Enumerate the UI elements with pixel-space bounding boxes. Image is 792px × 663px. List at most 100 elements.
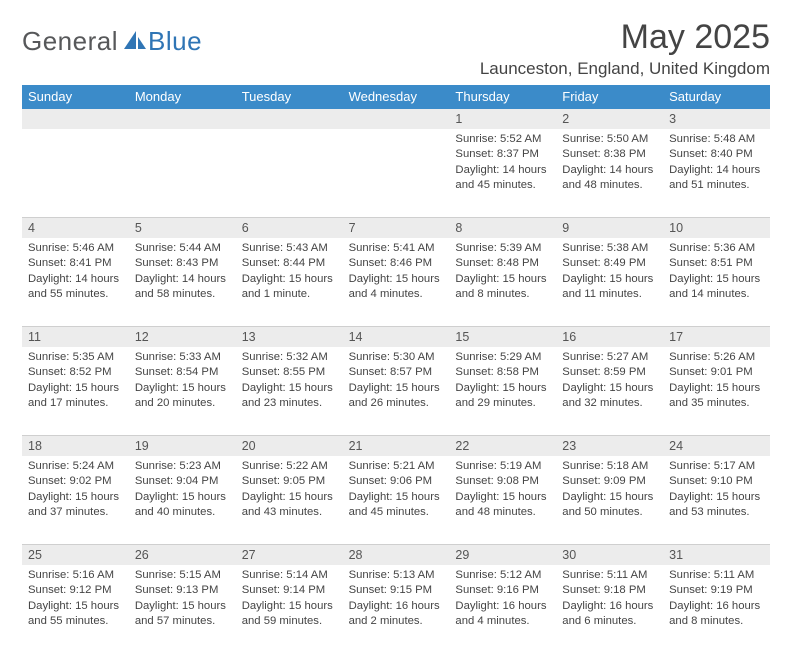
day-cell: Sunrise: 5:52 AMSunset: 8:37 PMDaylight:…	[449, 129, 556, 217]
sunset-text: Sunset: 8:54 PM	[135, 365, 232, 380]
day-number: 28	[343, 545, 450, 565]
location-subtitle: Launceston, England, United Kingdom	[480, 59, 770, 79]
dow-thursday: Thursday	[449, 85, 556, 109]
day-number: 7	[343, 218, 450, 238]
daylight-text-1: Daylight: 15 hours	[349, 272, 446, 287]
sunrise-text: Sunrise: 5:14 AM	[242, 568, 339, 583]
calendar-grid: 123Sunrise: 5:52 AMSunset: 8:37 PMDaylig…	[22, 109, 770, 653]
daylight-text-1: Daylight: 14 hours	[455, 163, 552, 178]
day-cell: Sunrise: 5:43 AMSunset: 8:44 PMDaylight:…	[236, 238, 343, 326]
day-number: 11	[22, 327, 129, 347]
day-number: 27	[236, 545, 343, 565]
daylight-text-1: Daylight: 14 hours	[28, 272, 125, 287]
sunset-text: Sunset: 8:51 PM	[669, 256, 766, 271]
daylight-text-2: and 35 minutes.	[669, 396, 766, 411]
sunrise-text: Sunrise: 5:27 AM	[562, 350, 659, 365]
daylight-text-1: Daylight: 15 hours	[455, 490, 552, 505]
daylight-text-1: Daylight: 15 hours	[242, 599, 339, 614]
daylight-text-2: and 59 minutes.	[242, 614, 339, 629]
sunset-text: Sunset: 9:15 PM	[349, 583, 446, 598]
week-row: Sunrise: 5:24 AMSunset: 9:02 PMDaylight:…	[22, 456, 770, 544]
daylight-text-1: Daylight: 15 hours	[562, 272, 659, 287]
daylight-text-2: and 2 minutes.	[349, 614, 446, 629]
day-number: 14	[343, 327, 450, 347]
sunset-text: Sunset: 9:18 PM	[562, 583, 659, 598]
day-cell: Sunrise: 5:32 AMSunset: 8:55 PMDaylight:…	[236, 347, 343, 435]
week-daynum-row: 123	[22, 109, 770, 129]
daylight-text-1: Daylight: 15 hours	[28, 381, 125, 396]
sunset-text: Sunset: 9:04 PM	[135, 474, 232, 489]
daylight-text-1: Daylight: 15 hours	[562, 490, 659, 505]
day-cell: Sunrise: 5:46 AMSunset: 8:41 PMDaylight:…	[22, 238, 129, 326]
day-cell: Sunrise: 5:11 AMSunset: 9:18 PMDaylight:…	[556, 565, 663, 653]
sunset-text: Sunset: 8:55 PM	[242, 365, 339, 380]
day-cell: Sunrise: 5:38 AMSunset: 8:49 PMDaylight:…	[556, 238, 663, 326]
sunset-text: Sunset: 9:13 PM	[135, 583, 232, 598]
week-row: Sunrise: 5:35 AMSunset: 8:52 PMDaylight:…	[22, 347, 770, 435]
daylight-text-1: Daylight: 16 hours	[669, 599, 766, 614]
sunset-text: Sunset: 8:41 PM	[28, 256, 125, 271]
daylight-text-1: Daylight: 14 hours	[135, 272, 232, 287]
sunrise-text: Sunrise: 5:50 AM	[562, 132, 659, 147]
daylight-text-1: Daylight: 15 hours	[242, 272, 339, 287]
day-number: 20	[236, 436, 343, 456]
daylight-text-1: Daylight: 15 hours	[135, 490, 232, 505]
sunset-text: Sunset: 9:09 PM	[562, 474, 659, 489]
daylight-text-1: Daylight: 15 hours	[242, 490, 339, 505]
day-number	[343, 109, 450, 129]
sunrise-text: Sunrise: 5:23 AM	[135, 459, 232, 474]
sunrise-text: Sunrise: 5:21 AM	[349, 459, 446, 474]
sunrise-text: Sunrise: 5:26 AM	[669, 350, 766, 365]
daylight-text-2: and 55 minutes.	[28, 287, 125, 302]
sunrise-text: Sunrise: 5:17 AM	[669, 459, 766, 474]
day-cell: Sunrise: 5:30 AMSunset: 8:57 PMDaylight:…	[343, 347, 450, 435]
empty-cell	[22, 129, 129, 217]
day-number: 2	[556, 109, 663, 129]
day-cell: Sunrise: 5:29 AMSunset: 8:58 PMDaylight:…	[449, 347, 556, 435]
daylight-text-2: and 51 minutes.	[669, 178, 766, 193]
week-row: Sunrise: 5:46 AMSunset: 8:41 PMDaylight:…	[22, 238, 770, 326]
month-title: May 2025	[480, 18, 770, 57]
sunrise-text: Sunrise: 5:11 AM	[669, 568, 766, 583]
daylight-text-1: Daylight: 14 hours	[669, 163, 766, 178]
sunset-text: Sunset: 9:10 PM	[669, 474, 766, 489]
daylight-text-1: Daylight: 15 hours	[455, 381, 552, 396]
day-number: 13	[236, 327, 343, 347]
sunset-text: Sunset: 9:02 PM	[28, 474, 125, 489]
day-number: 6	[236, 218, 343, 238]
day-number: 10	[663, 218, 770, 238]
day-number: 1	[449, 109, 556, 129]
day-cell: Sunrise: 5:48 AMSunset: 8:40 PMDaylight:…	[663, 129, 770, 217]
daylight-text-2: and 58 minutes.	[135, 287, 232, 302]
dow-friday: Friday	[556, 85, 663, 109]
dow-saturday: Saturday	[663, 85, 770, 109]
sunrise-text: Sunrise: 5:19 AM	[455, 459, 552, 474]
sunset-text: Sunset: 8:59 PM	[562, 365, 659, 380]
day-number: 5	[129, 218, 236, 238]
daylight-text-1: Daylight: 16 hours	[455, 599, 552, 614]
page-header: General Blue May 2025 Launceston, Englan…	[22, 18, 770, 79]
daylight-text-2: and 17 minutes.	[28, 396, 125, 411]
daylight-text-2: and 55 minutes.	[28, 614, 125, 629]
sunrise-text: Sunrise: 5:22 AM	[242, 459, 339, 474]
sunset-text: Sunset: 8:44 PM	[242, 256, 339, 271]
sunset-text: Sunset: 8:49 PM	[562, 256, 659, 271]
day-cell: Sunrise: 5:16 AMSunset: 9:12 PMDaylight:…	[22, 565, 129, 653]
week-daynum-row: 18192021222324	[22, 435, 770, 456]
sunset-text: Sunset: 8:58 PM	[455, 365, 552, 380]
day-cell: Sunrise: 5:19 AMSunset: 9:08 PMDaylight:…	[449, 456, 556, 544]
daylight-text-1: Daylight: 15 hours	[28, 490, 125, 505]
sunrise-text: Sunrise: 5:46 AM	[28, 241, 125, 256]
day-cell: Sunrise: 5:36 AMSunset: 8:51 PMDaylight:…	[663, 238, 770, 326]
dow-monday: Monday	[129, 85, 236, 109]
daylight-text-2: and 8 minutes.	[455, 287, 552, 302]
week-row: Sunrise: 5:52 AMSunset: 8:37 PMDaylight:…	[22, 129, 770, 217]
daylight-text-1: Daylight: 15 hours	[669, 381, 766, 396]
dow-sunday: Sunday	[22, 85, 129, 109]
sunrise-text: Sunrise: 5:41 AM	[349, 241, 446, 256]
day-cell: Sunrise: 5:23 AMSunset: 9:04 PMDaylight:…	[129, 456, 236, 544]
daylight-text-1: Daylight: 15 hours	[135, 599, 232, 614]
daylight-text-2: and 37 minutes.	[28, 505, 125, 520]
daylight-text-1: Daylight: 15 hours	[669, 272, 766, 287]
day-cell: Sunrise: 5:11 AMSunset: 9:19 PMDaylight:…	[663, 565, 770, 653]
